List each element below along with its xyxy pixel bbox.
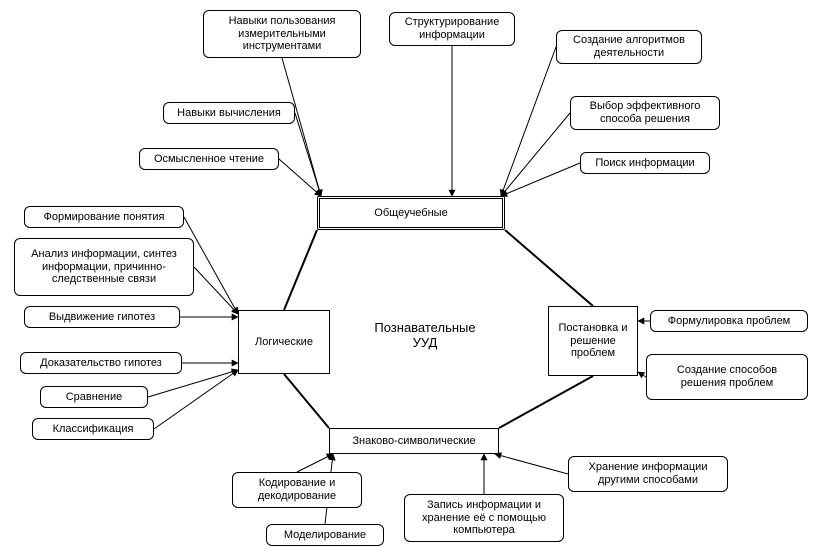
center-line1: Познавательные [360,320,490,335]
leaf-bottom-b2: Моделирование [266,524,384,546]
leaf-top-t6: Осмысленное чтение [139,148,279,170]
main-top: Общеучебные [317,196,505,230]
leaf-top-t2: Структурирование информации [389,12,515,46]
leaf-top-t5: Выбор эффективного способа решения [570,96,720,130]
leaf-top-t3: Создание алгоритмов деятельности [556,30,702,64]
center-title: Познавательные УУД [360,320,490,350]
leaf-left-l2: Анализ информации, синтез информации, пр… [14,238,194,296]
leaf-left-l6: Классификация [32,418,154,440]
leaf-bottom-b4: Хранение информации другими способами [568,456,728,492]
frame-lines [284,230,593,428]
leaf-bottom-b1: Кодирование и декодирование [232,472,362,508]
diagram-stage: { "diagram": { "type": "network", "backg… [0,0,817,559]
main-bottom: Знаково-символические [329,428,499,454]
leaf-top-t4: Навыки вычисления [163,102,295,124]
main-left: Логические [238,310,330,374]
leaf-top-t1: Навыки пользования измерительными инстру… [203,10,361,58]
leaf-left-l3: Выдвижение гипотез [24,306,180,328]
leaf-right-r1: Формулировка проблем [650,310,808,332]
main-right: Постановка и решение проблем [548,306,638,376]
leaf-bottom-b3: Запись информации и хранение её с помощь… [404,494,564,542]
center-line2: УУД [360,335,490,350]
leaf-left-l5: Сравнение [40,386,148,408]
leaf-right-r2: Создание способов решения проблем [646,354,808,400]
leaf-left-l4: Доказательство гипотез [20,352,182,374]
leaf-top-t7: Поиск информации [580,152,710,174]
leaf-left-l1: Формирование понятия [24,206,184,228]
